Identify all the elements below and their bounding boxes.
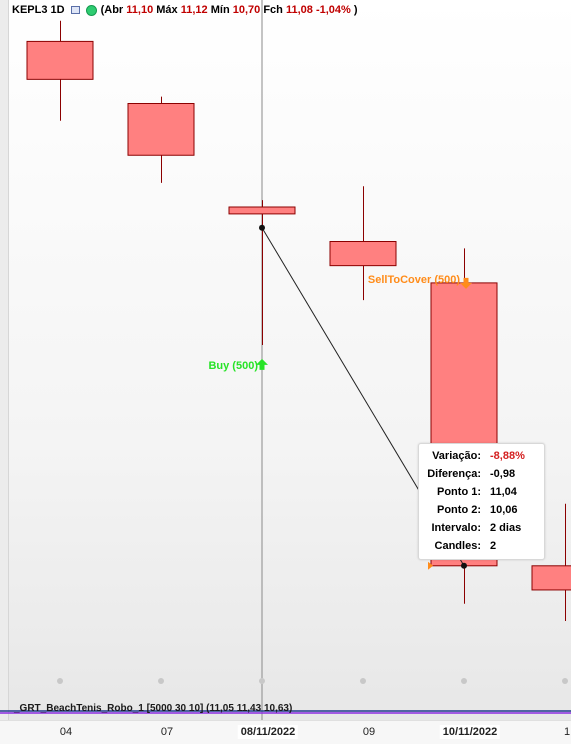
exit-marker-icon bbox=[428, 561, 433, 570]
tooltip-value: 2 bbox=[490, 540, 497, 552]
candle-dot bbox=[461, 678, 467, 684]
low-label: Mín bbox=[210, 4, 230, 16]
measure-point-2 bbox=[461, 562, 467, 569]
date-tick-label: 04 bbox=[59, 726, 73, 738]
low-value: 10,70 bbox=[232, 4, 261, 16]
buy-trade-label: Buy (500) bbox=[208, 360, 258, 372]
candle-dot bbox=[57, 678, 63, 684]
chart-header: KEPL3 1D (Abr 11,10 Máx 11,12 Mín 10,70 … bbox=[12, 2, 358, 18]
tooltip-value: -8,88% bbox=[490, 450, 525, 462]
date-tick-label: 09 bbox=[362, 726, 376, 738]
candle-dot bbox=[562, 678, 568, 684]
candle-dot bbox=[259, 678, 265, 684]
tooltip-value: 10,06 bbox=[490, 504, 518, 516]
date-tick-label: 08/11/2022 bbox=[237, 725, 299, 739]
ohlc-readout: (Abr 11,10 Máx 11,12 Mín 10,70 Fch 11,08… bbox=[100, 4, 358, 16]
indicator-label: _GRT_BeachTenis_Robo_1 [5000 30 10] (11,… bbox=[14, 703, 293, 714]
candle-body bbox=[127, 103, 195, 156]
timeframe-label: 1D bbox=[50, 4, 65, 16]
symbol-label: KEPL3 bbox=[12, 4, 48, 16]
date-tick-label: 07 bbox=[160, 726, 174, 738]
candle-body bbox=[26, 40, 94, 80]
tooltip-key: Ponto 1: bbox=[437, 486, 481, 498]
sell-trade-label: SellToCover (500) bbox=[368, 274, 460, 286]
buy-arrow-up-icon bbox=[256, 358, 268, 370]
candle-body bbox=[531, 565, 571, 591]
high-label: Máx bbox=[156, 4, 178, 16]
change-value: -1,04% bbox=[315, 4, 351, 16]
candle-dot bbox=[360, 678, 366, 684]
candle-body bbox=[329, 241, 397, 267]
tooltip-key: Intervalo: bbox=[431, 522, 481, 534]
chart-settings-icon[interactable] bbox=[70, 6, 80, 14]
close-value: 11,08 bbox=[285, 4, 313, 16]
tooltip-key: Ponto 2: bbox=[437, 504, 481, 516]
tooltip-row: Candles: 2 bbox=[419, 540, 544, 558]
tooltip-row: Ponto 1: 11,04 bbox=[419, 486, 544, 504]
connection-status-icon bbox=[85, 4, 97, 16]
tooltip-key: Diferença: bbox=[427, 468, 481, 480]
date-axis: 04 07 08/11/2022 09 10/11/2022 1 bbox=[0, 720, 571, 744]
tooltip-value: -0,98 bbox=[490, 468, 516, 480]
tooltip-key: Variação: bbox=[432, 450, 481, 462]
sell-arrow-down-icon bbox=[460, 277, 472, 289]
tooltip-value: 2 dias bbox=[490, 522, 522, 534]
measure-tooltip: Variação: -8,88% Diferença: -0,98 Ponto 1: 11… bbox=[418, 443, 545, 560]
open-label: Abr bbox=[104, 4, 124, 16]
open-value: 11,10 bbox=[126, 4, 154, 16]
tooltip-row: Diferença: -0,98 bbox=[419, 468, 544, 486]
tooltip-value: 11,04 bbox=[490, 486, 517, 498]
close-label: Fch bbox=[263, 4, 283, 16]
chart-left-edge bbox=[0, 0, 9, 743]
tooltip-key: Candles: bbox=[434, 540, 481, 552]
tooltip-row: Ponto 2: 10,06 bbox=[419, 504, 544, 522]
tooltip-row: Intervalo: 2 dias bbox=[419, 522, 544, 540]
candle-dot bbox=[158, 678, 164, 684]
date-tick-label: 10/11/2022 bbox=[439, 725, 501, 739]
high-value: 11,12 bbox=[180, 4, 208, 16]
measure-point-1 bbox=[259, 224, 265, 231]
date-tick-label: 1 bbox=[563, 726, 571, 738]
candle-body bbox=[228, 206, 296, 215]
tooltip-row: Variação: -8,88% bbox=[419, 450, 544, 468]
